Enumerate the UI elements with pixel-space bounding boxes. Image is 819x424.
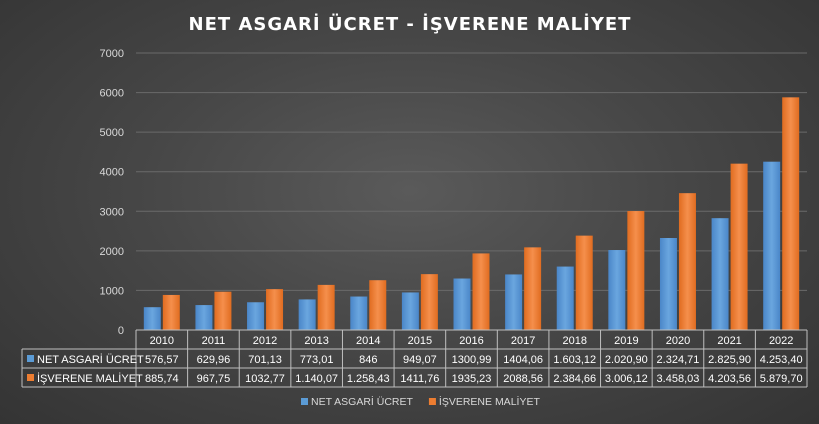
isverene-maliyet-bar-2019 (627, 211, 645, 330)
net-asgari-ucret-bar-2013 (298, 299, 316, 330)
x-category-label: 2015 (408, 335, 432, 347)
table-cell-value: 967,75 (197, 373, 231, 385)
table-cell-value: 1411,76 (400, 373, 439, 385)
y-tick-label: 1000 (100, 285, 124, 297)
net-asgari-ucret-bar-2016 (453, 278, 471, 330)
table-cell-value: 2.384,66 (553, 373, 596, 385)
table-cell-value: 2088,56 (503, 373, 543, 385)
x-category-label: 2013 (304, 335, 328, 347)
table-cell-value: 701,13 (248, 354, 282, 366)
y-tick-label: 7000 (100, 48, 124, 60)
table-cell-value: 1935,23 (452, 373, 492, 385)
isverene-maliyet-bar-2012 (266, 289, 284, 330)
net-asgari-ucret-bar-2020 (659, 238, 677, 330)
y-tick-label: 4000 (100, 167, 124, 179)
y-tick-label: 0 (118, 325, 124, 337)
legend-entry-label: İŞVERENE MALİYET (439, 395, 541, 408)
table-cell-value: 1.603,12 (553, 354, 596, 366)
isverene-maliyet-bar-2018 (575, 235, 593, 330)
legend: NET ASGARİ ÜCRET İŞVERENE MALİYET (301, 395, 540, 408)
table-cell-value: 3.006,12 (605, 373, 648, 385)
net-asgari-ucret-bar-2011 (195, 305, 213, 330)
net-asgari-ucret-bar-2021 (711, 218, 729, 330)
net-asgari-ucret-bar-2022 (763, 161, 781, 330)
table-cell-value: 2.825,90 (708, 354, 751, 366)
isverene-maliyet-bar-2017 (524, 247, 542, 330)
table-cell-value: 4.203,56 (708, 373, 751, 385)
table-cell-value: 1300,99 (452, 354, 492, 366)
data-table: 2010 2011 2012 2013 2014 2015 2016 2017 2018 2019… (21, 329, 808, 388)
bars (143, 97, 800, 330)
isverene-maliyet-bar-2013 (317, 284, 335, 330)
x-category-label: 2019 (614, 335, 638, 347)
net-asgari-ucret-bar-2012 (247, 302, 265, 330)
net-asgari-ucret-bar-2014 (350, 296, 368, 330)
table-series-name: NET ASGARİ ÜCRET (37, 353, 144, 366)
table-cell-value: 949,07 (403, 354, 437, 366)
y-tick-label: 2000 (100, 246, 124, 258)
x-category-label: 2017 (511, 335, 535, 347)
isverene-maliyet-bar-2011 (214, 291, 232, 330)
table-cell-value: 576,57 (145, 354, 179, 366)
net-asgari-ucret-bar-2019 (608, 250, 626, 330)
table-cell-value: 885,74 (145, 373, 179, 385)
net-asgari-ucret-bar-2017 (505, 274, 523, 330)
table-cell-value: 773,01 (300, 354, 334, 366)
table-cell-value: 5.879,70 (760, 373, 803, 385)
net-asgari-ucret-bar-2018 (556, 266, 574, 330)
table-cell-value: 1032,77 (245, 373, 285, 385)
x-category-label: 2021 (717, 335, 741, 347)
table-series-key (27, 355, 34, 362)
table-series-name: İŞVERENE MALİYET (37, 372, 143, 385)
isverene-maliyet-bar-2021 (730, 163, 748, 330)
chart-title: NET ASGARİ ÜCRET - İŞVERENE MALİYET (189, 13, 632, 35)
table-cell-value: 846 (359, 354, 377, 366)
table-cell-value: 1.258,43 (347, 373, 390, 385)
table-series-key (27, 374, 34, 381)
legend-entry-label: NET ASGARİ ÜCRET (311, 395, 413, 408)
x-category-label: 2014 (356, 335, 380, 347)
table-cell-value: 1.140,07 (295, 373, 338, 385)
y-tick-label: 6000 (100, 88, 124, 100)
legend-key (428, 398, 436, 405)
table-cell-value: 3.458,03 (657, 373, 700, 385)
x-category-label: 2020 (666, 335, 690, 347)
y-tick-label: 3000 (100, 206, 124, 218)
table-cell-value: 2.324,71 (657, 354, 700, 366)
x-category-label: 2018 (562, 335, 586, 347)
table-cell-value: 629,96 (197, 354, 231, 366)
isverene-maliyet-bar-2020 (678, 193, 696, 330)
isverene-maliyet-bar-2016 (472, 253, 490, 330)
net-asgari-ucret-bar-2010 (143, 307, 161, 330)
x-category-label: 2012 (253, 335, 277, 347)
x-category-label: 2022 (769, 335, 793, 347)
y-tick-label: 5000 (100, 127, 124, 139)
gridlines (136, 52, 807, 291)
isverene-maliyet-bar-2014 (369, 280, 387, 330)
x-category-label: 2010 (150, 335, 174, 347)
isverene-maliyet-bar-2010 (162, 294, 180, 330)
y-axis-tick-labels: 0 1000 2000 3000 4000 5000 6000 7000 (100, 48, 124, 337)
x-category-label: 2016 (459, 335, 483, 347)
net-asgari-ucret-bar-2015 (401, 292, 419, 330)
table-cell-value: 1404,06 (503, 354, 543, 366)
isverene-maliyet-bar-2015 (420, 274, 438, 330)
isverene-maliyet-bar-2022 (782, 97, 800, 330)
table-cell-value: 4.253,40 (760, 354, 803, 366)
table-cell-value: 2.020,90 (605, 354, 648, 366)
x-category-label: 2011 (202, 335, 226, 347)
legend-key (301, 398, 308, 405)
